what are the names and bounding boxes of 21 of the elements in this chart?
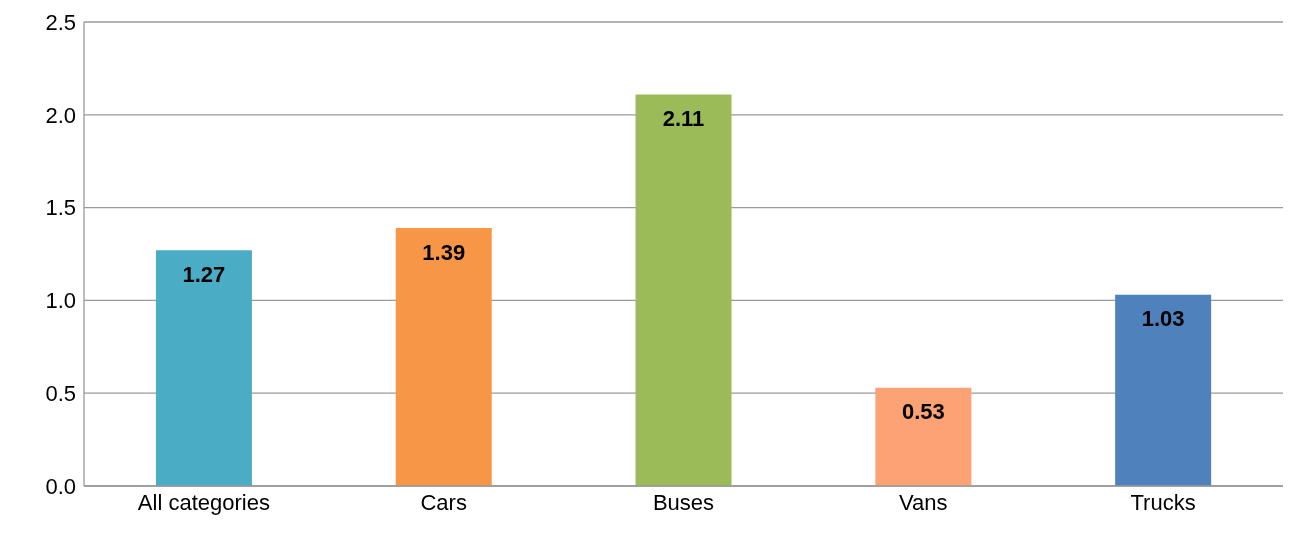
bar bbox=[875, 387, 972, 486]
x-tick-label: Vans bbox=[899, 489, 948, 515]
x-tick-label: Trucks bbox=[1130, 489, 1196, 515]
bar bbox=[155, 250, 252, 486]
bar bbox=[635, 94, 732, 486]
y-tick-label: 1.5 bbox=[45, 195, 76, 221]
x-tick-label: All categories bbox=[137, 489, 270, 515]
y-tick-label: 0.5 bbox=[45, 381, 76, 407]
x-tick-label: Buses bbox=[652, 489, 715, 515]
bar bbox=[395, 228, 492, 486]
y-tick-label: 0.0 bbox=[45, 473, 76, 499]
bar bbox=[1115, 294, 1212, 486]
data-label: 2.11 bbox=[662, 106, 705, 131]
data-label: 1.39 bbox=[422, 239, 466, 265]
x-tick-label: Cars bbox=[420, 489, 467, 515]
data-label: 1.03 bbox=[1141, 306, 1185, 332]
y-tick-label: 1.0 bbox=[45, 288, 76, 314]
data-label: 1.27 bbox=[182, 261, 226, 287]
y-tick-label: 2.0 bbox=[45, 102, 76, 128]
y-tick-label: 2.5 bbox=[45, 9, 76, 35]
data-label: 0.53 bbox=[901, 399, 945, 425]
